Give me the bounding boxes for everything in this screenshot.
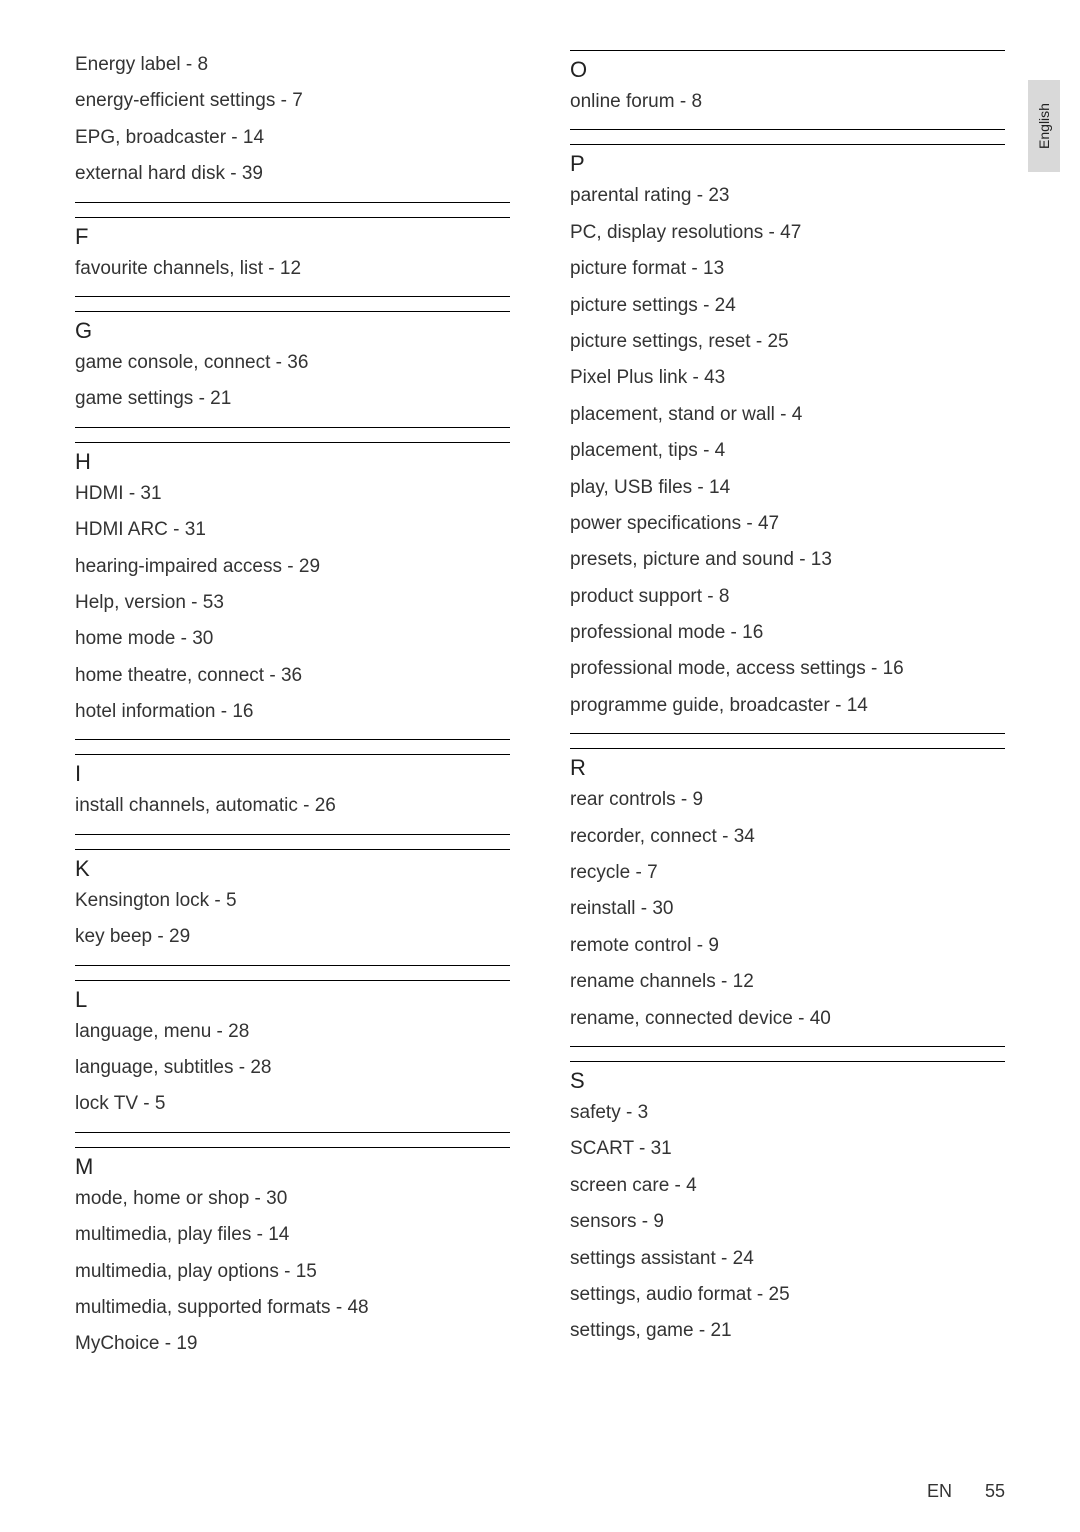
index-left-column: Energy label - 8 energy-efficient setting… <box>75 50 510 1366</box>
index-entry: SCART - 31 <box>570 1134 1005 1164</box>
index-section-body: safety - 3 SCART - 31 screen care - 4 senso… <box>570 1098 1005 1347</box>
index-entry: language, subtitles - 28 <box>75 1053 510 1083</box>
index-section-body: online forum - 8 <box>570 87 1005 130</box>
index-section-letter: R <box>570 748 1005 785</box>
side-tab-label: English <box>1036 103 1052 149</box>
index-section-letter: M <box>75 1147 510 1184</box>
index-entry: parental rating - 23 <box>570 181 1005 211</box>
index-section-body: HDMI - 31 HDMI ARC - 31 hearing-impaired a… <box>75 479 510 741</box>
index-entry: rename channels - 12 <box>570 967 1005 997</box>
index-entry: settings, audio format - 25 <box>570 1280 1005 1310</box>
index-section: Llanguage, menu - 28 language, subtitles … <box>75 980 510 1133</box>
index-entry: HDMI - 31 <box>75 479 510 509</box>
index-entry: picture settings - 24 <box>570 291 1005 321</box>
index-section: Oonline forum - 8 <box>570 50 1005 130</box>
index-section: KKensington lock - 5 key beep - 29 <box>75 849 510 966</box>
index-entry: professional mode, access settings - 16 <box>570 654 1005 684</box>
index-section-body: mode, home or shop - 30 multimedia, play … <box>75 1184 510 1360</box>
index-section-letter: L <box>75 980 510 1017</box>
index-section-letter: P <box>570 144 1005 181</box>
index-entry: install channels, automatic - 26 <box>75 791 510 821</box>
index-section-body: install channels, automatic - 26 <box>75 791 510 834</box>
index-entry: multimedia, play files - 14 <box>75 1220 510 1250</box>
index-entry: lock TV - 5 <box>75 1089 510 1119</box>
index-section-letter: F <box>75 217 510 254</box>
index-entry: Energy label - 8 <box>75 50 510 80</box>
index-entry: EPG, broadcaster - 14 <box>75 123 510 153</box>
index-right-column: Oonline forum - 8 Pparental rating - 23 PC… <box>570 50 1005 1366</box>
index-entry: remote control - 9 <box>570 931 1005 961</box>
index-entry: game settings - 21 <box>75 384 510 414</box>
index-section: Rrear controls - 9 recorder, connect - 34… <box>570 748 1005 1047</box>
index-entry: reinstall - 30 <box>570 894 1005 924</box>
index-entry: recorder, connect - 34 <box>570 822 1005 852</box>
index-section-body: Energy label - 8 energy-efficient setting… <box>75 50 510 203</box>
index-entry: Kensington lock - 5 <box>75 886 510 916</box>
index-entry: picture format - 13 <box>570 254 1005 284</box>
index-section: Pparental rating - 23 PC, display resolut… <box>570 144 1005 734</box>
index-entry: product support - 8 <box>570 582 1005 612</box>
index-entry: Help, version - 53 <box>75 588 510 618</box>
index-entry: MyChoice - 19 <box>75 1329 510 1359</box>
index-entry: rename, connected device - 40 <box>570 1004 1005 1034</box>
page-content: Energy label - 8 energy-efficient setting… <box>0 0 1080 1366</box>
index-entry: professional mode - 16 <box>570 618 1005 648</box>
index-section-letter: I <box>75 754 510 791</box>
index-entry: game console, connect - 36 <box>75 348 510 378</box>
index-entry: PC, display resolutions - 47 <box>570 218 1005 248</box>
index-section-body: language, menu - 28 language, subtitles -… <box>75 1017 510 1133</box>
index-section: Ffavourite channels, list - 12 <box>75 217 510 297</box>
index-section-body: favourite channels, list - 12 <box>75 254 510 297</box>
index-section-body: Kensington lock - 5 key beep - 29 <box>75 886 510 966</box>
index-entry: recycle - 7 <box>570 858 1005 888</box>
index-section: Ssafety - 3 SCART - 31 screen care - 4 sens… <box>570 1061 1005 1347</box>
index-entry: home theatre, connect - 36 <box>75 661 510 691</box>
index-entry: multimedia, supported formats - 48 <box>75 1293 510 1323</box>
index-section-letter: S <box>570 1061 1005 1098</box>
index-section-body: parental rating - 23 PC, display resoluti… <box>570 181 1005 734</box>
index-entry: programme guide, broadcaster - 14 <box>570 691 1005 721</box>
index-entry: home mode - 30 <box>75 624 510 654</box>
index-entry: energy-efficient settings - 7 <box>75 86 510 116</box>
index-section-body: rear controls - 9 recorder, connect - 34 r… <box>570 785 1005 1047</box>
index-entry: placement, stand or wall - 4 <box>570 400 1005 430</box>
index-entry: online forum - 8 <box>570 87 1005 117</box>
index-entry: key beep - 29 <box>75 922 510 952</box>
index-entry: mode, home or shop - 30 <box>75 1184 510 1214</box>
index-entry: Pixel Plus link - 43 <box>570 363 1005 393</box>
index-section-letter: O <box>570 50 1005 87</box>
index-entry: hearing-impaired access - 29 <box>75 552 510 582</box>
index-entry: presets, picture and sound - 13 <box>570 545 1005 575</box>
index-entry: power specifications - 47 <box>570 509 1005 539</box>
index-entry: screen care - 4 <box>570 1171 1005 1201</box>
index-section-letter: K <box>75 849 510 886</box>
footer-page-number: 55 <box>985 1481 1005 1501</box>
language-side-tab: English <box>1028 80 1060 172</box>
index-section: Ggame console, connect - 36 game settings… <box>75 311 510 428</box>
page-footer: EN 55 <box>927 1481 1005 1502</box>
index-entry: hotel information - 16 <box>75 697 510 727</box>
index-section-letter: H <box>75 442 510 479</box>
index-section-letter: G <box>75 311 510 348</box>
index-entry: external hard disk - 39 <box>75 159 510 189</box>
index-entry: HDMI ARC - 31 <box>75 515 510 545</box>
index-entry: sensors - 9 <box>570 1207 1005 1237</box>
index-entry: play, USB files - 14 <box>570 473 1005 503</box>
index-entry: rear controls - 9 <box>570 785 1005 815</box>
index-entry: safety - 3 <box>570 1098 1005 1128</box>
index-entry: multimedia, play options - 15 <box>75 1257 510 1287</box>
index-entry: settings assistant - 24 <box>570 1244 1005 1274</box>
index-section: Mmode, home or shop - 30 multimedia, play… <box>75 1147 510 1360</box>
index-section: HHDMI - 31 HDMI ARC - 31 hearing-impaired … <box>75 442 510 741</box>
index-entry: settings, game - 21 <box>570 1316 1005 1346</box>
index-section-body: game console, connect - 36 game settings … <box>75 348 510 428</box>
index-section: Iinstall channels, automatic - 26 <box>75 754 510 834</box>
index-entry: favourite channels, list - 12 <box>75 254 510 284</box>
footer-language: EN <box>927 1481 952 1501</box>
index-entry: placement, tips - 4 <box>570 436 1005 466</box>
index-entry: picture settings, reset - 25 <box>570 327 1005 357</box>
index-entry: language, menu - 28 <box>75 1017 510 1047</box>
